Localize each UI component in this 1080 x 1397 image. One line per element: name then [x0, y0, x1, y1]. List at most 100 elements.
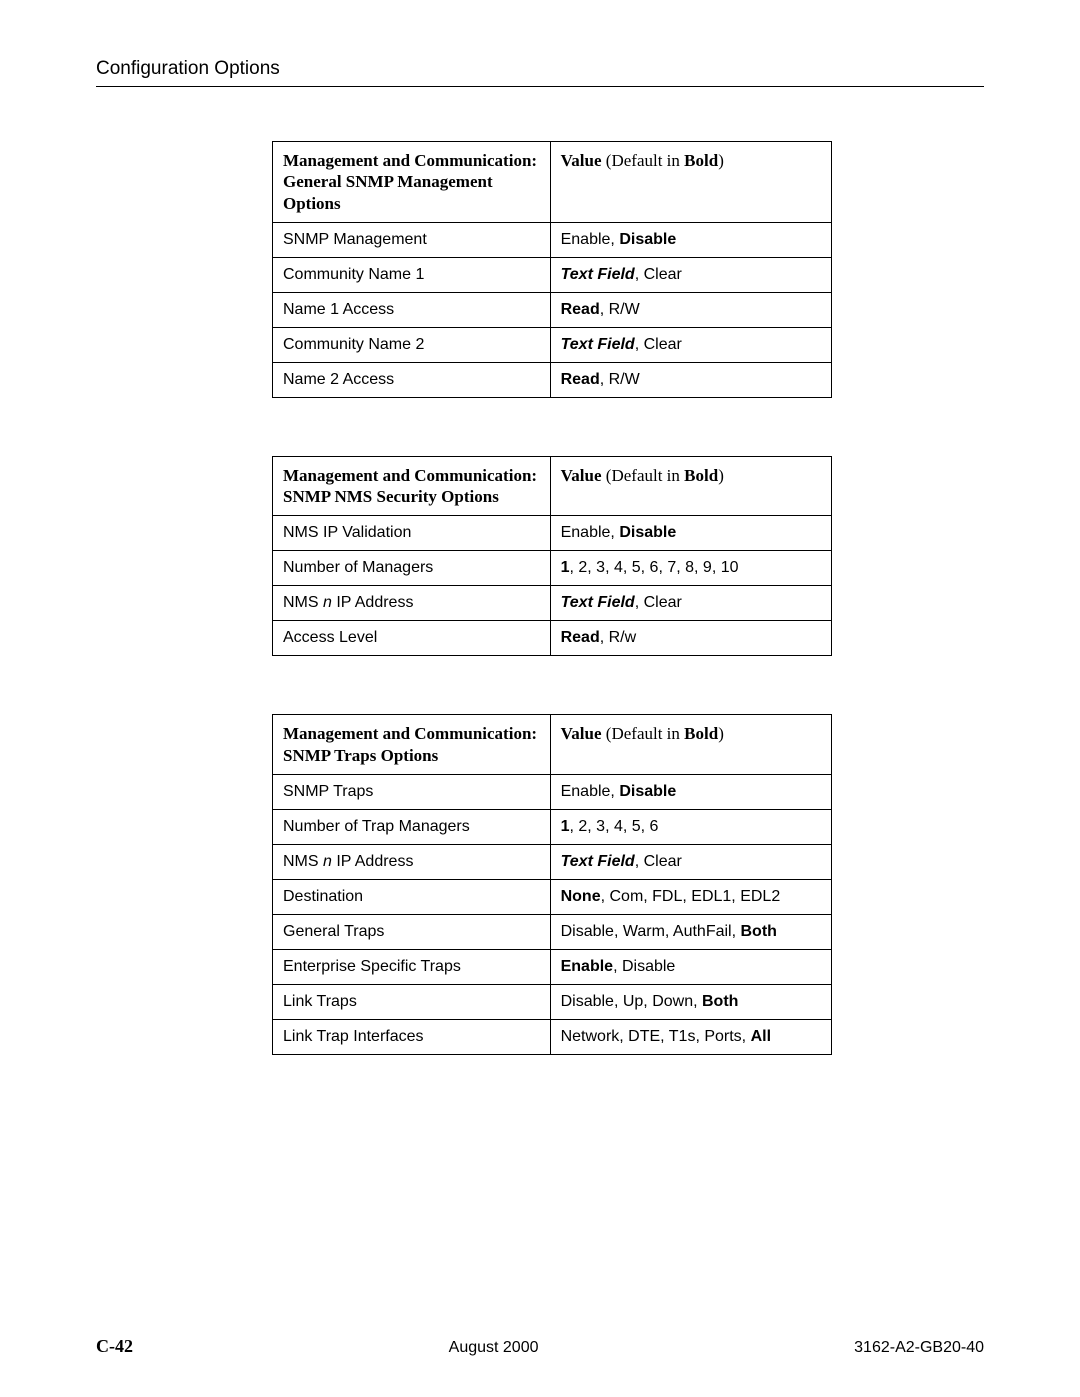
col1-header-line1: Management and Communication: — [283, 724, 537, 743]
name-post: IP Address — [332, 594, 414, 611]
name-italic: n — [323, 594, 332, 611]
page-number: C-42 — [96, 1336, 133, 1357]
value-post: , Com, FDL, EDL1, EDL2 — [601, 888, 781, 905]
table-header-row: Management and Communication: SNMP Traps… — [273, 715, 832, 775]
value-bold: Both — [741, 923, 777, 940]
col1-header-line1: Management and Communication: — [283, 466, 537, 485]
option-value: Text Field, Clear — [550, 586, 831, 621]
name-italic: n — [323, 853, 332, 870]
value-bold: Read — [561, 629, 600, 646]
option-value: Read, R/w — [550, 621, 831, 656]
value-bolditalic: Text Field — [561, 266, 635, 283]
option-value: Enable, Disable — [550, 222, 831, 257]
option-name: NMS n IP Address — [273, 844, 551, 879]
value-pre: Enable, — [561, 524, 620, 541]
col1-header: Management and Communication: General SN… — [273, 142, 551, 223]
col1-header-line2: SNMP Traps Options — [283, 746, 438, 765]
page-footer: C-42 August 2000 3162-A2-GB20-40 — [96, 1336, 984, 1357]
option-value: Text Field, Clear — [550, 844, 831, 879]
col2-header-paren-post: ) — [718, 724, 724, 743]
value-post: , Clear — [635, 853, 682, 870]
option-name: NMS n IP Address — [273, 586, 551, 621]
table-row: Access Level Read, R/w — [273, 621, 832, 656]
value-post: , R/w — [600, 629, 636, 646]
value-post: , Disable — [613, 958, 675, 975]
table-row: Name 1 Access Read, R/W — [273, 292, 832, 327]
col2-header-bold: Bold — [684, 466, 718, 485]
table-row: Name 2 Access Read, R/W — [273, 362, 832, 397]
col1-header: Management and Communication: SNMP Traps… — [273, 715, 551, 775]
page: Configuration Options Management and Com… — [0, 0, 1080, 1397]
col1-header-line1: Management and Communication: — [283, 151, 537, 170]
col1-header-line2: General SNMP Management Options — [283, 172, 493, 212]
col1-header-line2: SNMP NMS Security Options — [283, 487, 499, 506]
value-bold: Disable — [619, 231, 676, 248]
col2-header-bold: Bold — [684, 151, 718, 170]
col2-header-prefix: Value — [561, 151, 602, 170]
table-row: Enterprise Specific Traps Enable, Disabl… — [273, 949, 832, 984]
option-name: Community Name 1 — [273, 257, 551, 292]
table-row: NMS n IP Address Text Field, Clear — [273, 844, 832, 879]
option-value: Network, DTE, T1s, Ports, All — [550, 1019, 831, 1054]
col2-header-prefix: Value — [561, 466, 602, 485]
col2-header-paren-pre: (Default in — [602, 151, 685, 170]
table-row: NMS n IP Address Text Field, Clear — [273, 586, 832, 621]
table-row: Number of Trap Managers 1, 2, 3, 4, 5, 6 — [273, 809, 832, 844]
option-name: Enterprise Specific Traps — [273, 949, 551, 984]
table-snmp-security: Management and Communication: SNMP NMS S… — [272, 456, 832, 657]
value-bold: Disable — [619, 783, 676, 800]
option-value: 1, 2, 3, 4, 5, 6 — [550, 809, 831, 844]
option-value: Text Field, Clear — [550, 257, 831, 292]
table-row: Destination None, Com, FDL, EDL1, EDL2 — [273, 879, 832, 914]
col2-header-paren-post: ) — [718, 466, 724, 485]
option-name: Destination — [273, 879, 551, 914]
value-post: , R/W — [600, 301, 640, 318]
footer-date: August 2000 — [449, 1339, 539, 1357]
tables-container: Management and Communication: General SN… — [272, 141, 944, 1055]
value-bold: Read — [561, 301, 600, 318]
col2-header-bold: Bold — [684, 724, 718, 743]
option-value: Enable, Disable — [550, 949, 831, 984]
table-row: Number of Managers 1, 2, 3, 4, 5, 6, 7, … — [273, 551, 832, 586]
option-name: NMS IP Validation — [273, 516, 551, 551]
option-name: SNMP Traps — [273, 774, 551, 809]
footer-doc-id: 3162-A2-GB20-40 — [854, 1339, 984, 1357]
option-name: Name 2 Access — [273, 362, 551, 397]
table-header-row: Management and Communication: SNMP NMS S… — [273, 456, 832, 516]
table-row: Link Trap Interfaces Network, DTE, T1s, … — [273, 1019, 832, 1054]
col2-header: Value (Default in Bold) — [550, 142, 831, 223]
col2-header: Value (Default in Bold) — [550, 715, 831, 775]
option-value: Enable, Disable — [550, 774, 831, 809]
value-post: , Clear — [635, 266, 682, 283]
section-title: Configuration Options — [96, 58, 280, 79]
option-value: Enable, Disable — [550, 516, 831, 551]
value-post: , Clear — [635, 336, 682, 353]
value-bolditalic: Text Field — [561, 853, 635, 870]
table-row: SNMP Traps Enable, Disable — [273, 774, 832, 809]
value-bold: Read — [561, 371, 600, 388]
value-post: , 2, 3, 4, 5, 6, 7, 8, 9, 10 — [570, 559, 739, 576]
value-bold: Both — [702, 993, 738, 1010]
option-name: Community Name 2 — [273, 327, 551, 362]
table-row: NMS IP Validation Enable, Disable — [273, 516, 832, 551]
value-bold: Disable — [619, 524, 676, 541]
option-name: Access Level — [273, 621, 551, 656]
option-value: None, Com, FDL, EDL1, EDL2 — [550, 879, 831, 914]
table-row: Link Traps Disable, Up, Down, Both — [273, 984, 832, 1019]
value-bold: 1 — [561, 818, 570, 835]
value-pre: Network, DTE, T1s, Ports, — [561, 1028, 751, 1045]
value-post: , 2, 3, 4, 5, 6 — [570, 818, 659, 835]
value-bold: All — [751, 1028, 771, 1045]
table-row: Community Name 2 Text Field, Clear — [273, 327, 832, 362]
option-value: Text Field, Clear — [550, 327, 831, 362]
option-value: Disable, Warm, AuthFail, Both — [550, 914, 831, 949]
option-value: Read, R/W — [550, 362, 831, 397]
option-value: Disable, Up, Down, Both — [550, 984, 831, 1019]
value-post: , Clear — [635, 594, 682, 611]
value-pre: Disable, Warm, AuthFail, — [561, 923, 741, 940]
value-pre: Enable, — [561, 783, 620, 800]
value-bolditalic: Text Field — [561, 594, 635, 611]
value-bold: Enable — [561, 958, 613, 975]
value-post: , R/W — [600, 371, 640, 388]
name-pre: NMS — [283, 853, 323, 870]
